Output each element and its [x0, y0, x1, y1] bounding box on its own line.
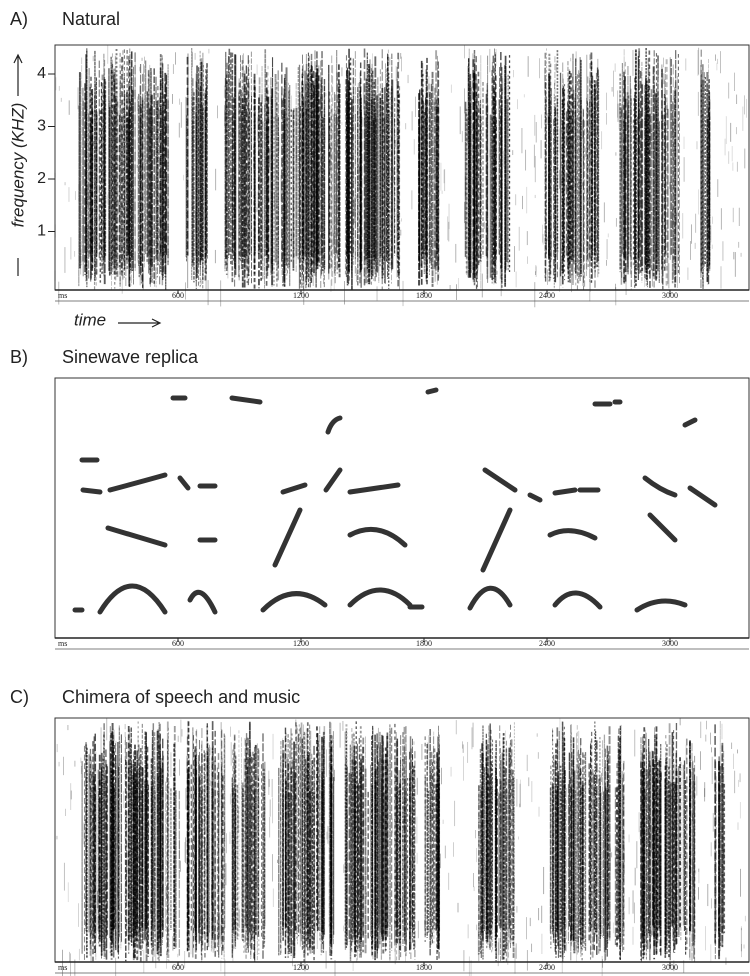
x-axis-arrow	[118, 318, 162, 328]
x-tick-label: 600	[172, 963, 184, 972]
sinewave-trace	[647, 512, 678, 543]
sinewave-trace	[229, 395, 263, 405]
y-tick-label: 3	[37, 118, 46, 135]
sinewave-trace	[467, 585, 513, 611]
sinewave-trace	[280, 482, 308, 495]
sinewave-trace	[347, 526, 408, 548]
x-tick-label: 1800	[416, 291, 432, 300]
plot-frame	[54, 44, 750, 291]
sinewave-trace	[325, 415, 343, 435]
sinewave-trace	[347, 482, 401, 495]
x-tick-label: 3000	[662, 963, 678, 972]
sinewave-trace	[323, 467, 343, 493]
sinewave-trace	[682, 417, 698, 428]
x-axis-title: time	[74, 310, 106, 329]
y-axis-arrow	[13, 53, 23, 276]
sinewave-trace	[527, 492, 543, 503]
sinewave-trace	[105, 525, 168, 548]
sinewave-trace	[187, 589, 218, 615]
sinewave-trace	[552, 590, 603, 610]
y-tick-label: 1	[37, 223, 46, 240]
sinewave-trace	[480, 507, 513, 573]
sinewave-trace	[97, 583, 168, 615]
x-tick-label: 600	[172, 639, 184, 648]
y-tick-label: 2	[37, 170, 46, 187]
y-tick-label: 4	[37, 65, 46, 82]
sinewave-trace	[80, 487, 103, 495]
panel-title: Chimera of speech and music	[62, 687, 300, 707]
sinewave-trace	[347, 587, 413, 608]
panel-title: Sinewave replica	[62, 347, 199, 367]
time-unit: ms	[58, 639, 67, 648]
x-tick-label: 1200	[293, 291, 309, 300]
time-unit: ms	[58, 291, 67, 300]
panel: A) Natural ms 600 1200 1800 2400 3000 1 2 3 4 freque…	[8, 9, 750, 329]
sinewave-trace	[634, 598, 688, 613]
sinewave-trace	[547, 528, 598, 541]
sinewave-trace	[642, 475, 678, 498]
panel: C) Chimera of speech and music ms 600 1200 18…	[10, 687, 750, 976]
sinewave-trace	[482, 467, 518, 493]
plot-frame	[54, 377, 750, 639]
sinewave-trace	[177, 475, 191, 491]
panel-label: C)	[10, 687, 29, 707]
sinewave-trace	[260, 591, 328, 613]
plot-frame	[54, 717, 750, 963]
y-axis-title: frequency (KHZ)	[8, 103, 27, 228]
x-tick-label: 3000	[662, 291, 678, 300]
sinewave-trace	[552, 487, 578, 496]
panel: B) Sinewave replica ms 600 1200 1800 2400 3000	[10, 347, 750, 650]
panel-label: A)	[10, 9, 28, 29]
sinewave-trace	[272, 507, 303, 568]
panel-title: Natural	[62, 9, 120, 29]
x-tick-label: 2400	[539, 963, 555, 972]
x-tick-label: 2400	[539, 639, 555, 648]
x-tick-label: 2400	[539, 291, 555, 300]
x-tick-label: 1200	[293, 963, 309, 972]
x-tick-label: 3000	[662, 639, 678, 648]
x-tick-label: 600	[172, 291, 184, 300]
x-tick-label: 1800	[416, 963, 432, 972]
sinewave-trace	[425, 387, 439, 395]
sinewave-trace	[687, 485, 718, 508]
x-tick-label: 1800	[416, 639, 432, 648]
x-tick-label: 1200	[293, 639, 309, 648]
panel-label: B)	[10, 347, 28, 367]
time-unit: ms	[58, 963, 67, 972]
sinewave-trace	[107, 472, 168, 493]
